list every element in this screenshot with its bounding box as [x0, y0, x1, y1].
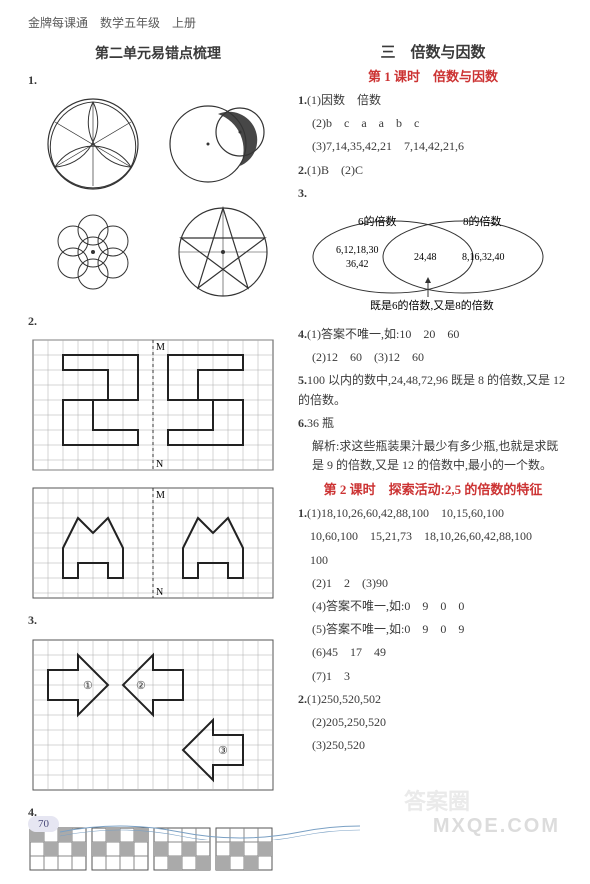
- l2-q1-4: (2)1 2 (3)90: [298, 574, 568, 593]
- r-q4-2: (2)12 60 (3)12 60: [298, 348, 568, 367]
- svg-text:N: N: [156, 587, 163, 598]
- unit-title: 第二单元易错点梳理: [28, 43, 288, 63]
- watermark-cn: 答案圈: [404, 784, 470, 816]
- svg-text:①: ①: [83, 680, 93, 692]
- svg-text:M: M: [156, 490, 165, 501]
- l2-q1-6: (5)答案不唯一,如:0 9 0 9: [298, 620, 568, 639]
- page-number: 70: [28, 816, 59, 832]
- svg-text:6,12,18,30: 6,12,18,30: [336, 245, 379, 256]
- q3-num: 3.: [28, 613, 37, 627]
- q2-grid-1: M N: [28, 335, 288, 475]
- r-q1: 1.: [298, 93, 307, 107]
- q2-grid-2: M N: [28, 483, 288, 603]
- r-q6: 6.: [298, 416, 307, 430]
- watermark-en: MXQE.COM: [433, 815, 560, 838]
- svg-text:24,48: 24,48: [414, 252, 437, 263]
- svg-text:6的倍数: 6的倍数: [358, 214, 397, 228]
- q1-figures: [28, 94, 288, 304]
- l2-q2-3: (3)250,520: [298, 736, 568, 755]
- r-q5-t: 100 以内的数中,24,48,72,96 既是 8 的倍数,又是 12 的倍数…: [298, 373, 565, 406]
- l2-q1-2: 10,60,100 15,21,73 18,10,26,60,42,88,100: [298, 527, 568, 546]
- q1-num: 1.: [28, 73, 37, 87]
- r-q1-1: (1)因数 倍数: [307, 93, 381, 107]
- l2-q1-3: 100: [298, 551, 568, 570]
- svg-text:既是6的倍数,又是8的倍数: 既是6的倍数,又是8的倍数: [370, 298, 494, 312]
- svg-text:③: ③: [218, 745, 228, 757]
- l2-q2-2: (2)205,250,520: [298, 713, 568, 732]
- right-column: 三 倍数与因数 第 1 课时 倍数与因数 1.(1)因数 倍数 (2)b c a…: [298, 37, 568, 884]
- svg-text:36,42: 36,42: [346, 259, 369, 270]
- svg-text:8的倍数: 8的倍数: [463, 214, 502, 228]
- left-column: 第二单元易错点梳理 1.: [28, 37, 288, 884]
- svg-text:8,16,32,40: 8,16,32,40: [462, 252, 505, 263]
- r-q6-t: 36 瓶: [307, 416, 334, 430]
- r-q1-2: (2)b c a a b c: [298, 114, 568, 133]
- q3-grid: ① ② ③: [28, 635, 288, 795]
- section-title: 三 倍数与因数: [298, 41, 568, 62]
- r-q5: 5.: [298, 373, 307, 387]
- footer-wave: [60, 820, 360, 840]
- l2-q2: 2.: [298, 692, 307, 706]
- venn-diagram: 6的倍数 8的倍数 6,12,18,30 36,42 24,48 8,16,32…: [298, 207, 568, 317]
- r-q6-a: 解析:求这些瓶装果汁最少有多少瓶,也就是求既是 9 的倍数,又是 12 的倍数中…: [298, 437, 568, 475]
- r-q4-1: (1)答案不唯一,如:10 20 60: [307, 327, 459, 341]
- r-q3: 3.: [298, 186, 307, 200]
- label-m: M: [156, 342, 165, 353]
- page-footer: 70 答案圈 MXQE.COM: [0, 800, 590, 846]
- r-q2: 2.: [298, 163, 307, 177]
- r-q1-3: (3)7,14,35,42,21 7,14,42,21,6: [298, 137, 568, 156]
- lesson2-title: 第 2 课时 探索活动:2,5 的倍数的特征: [298, 479, 568, 498]
- lesson1-title: 第 1 课时 倍数与因数: [298, 66, 568, 85]
- q2-num: 2.: [28, 314, 37, 328]
- l2-q2-1: (1)250,520,502: [307, 692, 381, 706]
- l2-q1-5: (4)答案不唯一,如:0 9 0 0: [298, 597, 568, 616]
- l2-q1-7: (6)45 17 49: [298, 643, 568, 662]
- l2-q1-8: (7)1 3: [298, 667, 568, 686]
- label-n: N: [156, 459, 163, 470]
- r-q2-1: (1)B (2)C: [307, 163, 363, 177]
- l2-q1-1: (1)18,10,26,60,42,88,100 10,15,60,100: [307, 506, 504, 520]
- r-q4: 4.: [298, 327, 307, 341]
- page-header: 金牌每课通 数学五年级 上册: [0, 0, 590, 37]
- l2-q1: 1.: [298, 506, 307, 520]
- svg-text:②: ②: [136, 680, 146, 692]
